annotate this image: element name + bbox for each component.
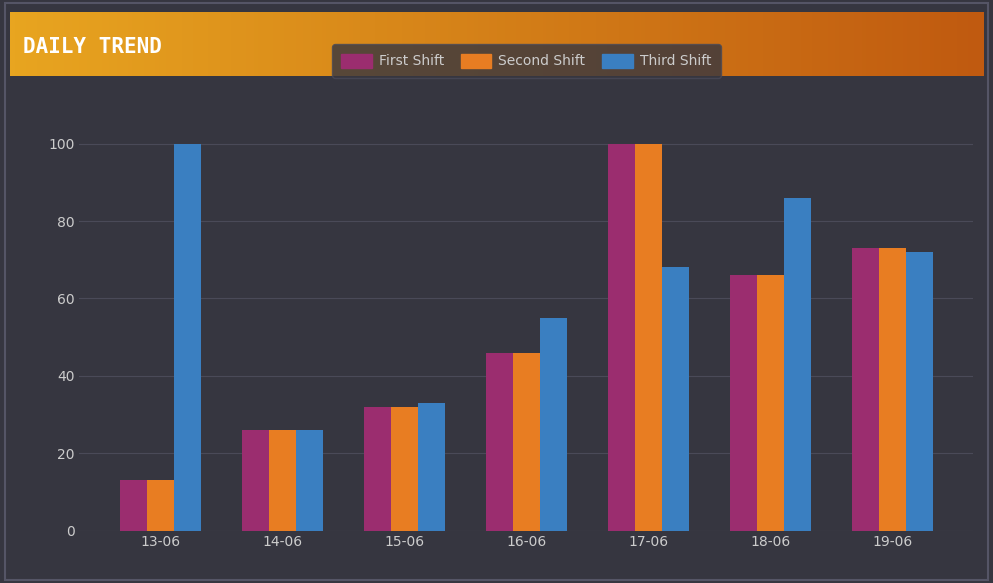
- Bar: [147, 480, 174, 531]
- Bar: [906, 252, 932, 531]
- Bar: [120, 480, 147, 531]
- Bar: [486, 353, 512, 531]
- Text: DAILY TREND: DAILY TREND: [23, 37, 162, 57]
- Bar: [879, 248, 906, 531]
- Bar: [783, 198, 810, 531]
- Legend: First Shift, Second Shift, Third Shift: First Shift, Second Shift, Third Shift: [332, 44, 721, 78]
- Bar: [540, 318, 567, 531]
- Bar: [174, 143, 201, 531]
- Bar: [852, 248, 879, 531]
- Bar: [608, 143, 635, 531]
- Bar: [391, 407, 418, 531]
- Bar: [730, 275, 757, 531]
- Bar: [635, 143, 661, 531]
- Bar: [364, 407, 391, 531]
- Bar: [757, 275, 783, 531]
- Bar: [269, 430, 296, 531]
- Bar: [242, 430, 269, 531]
- Bar: [661, 268, 688, 531]
- Bar: [418, 403, 445, 531]
- Bar: [296, 430, 323, 531]
- Bar: [512, 353, 540, 531]
